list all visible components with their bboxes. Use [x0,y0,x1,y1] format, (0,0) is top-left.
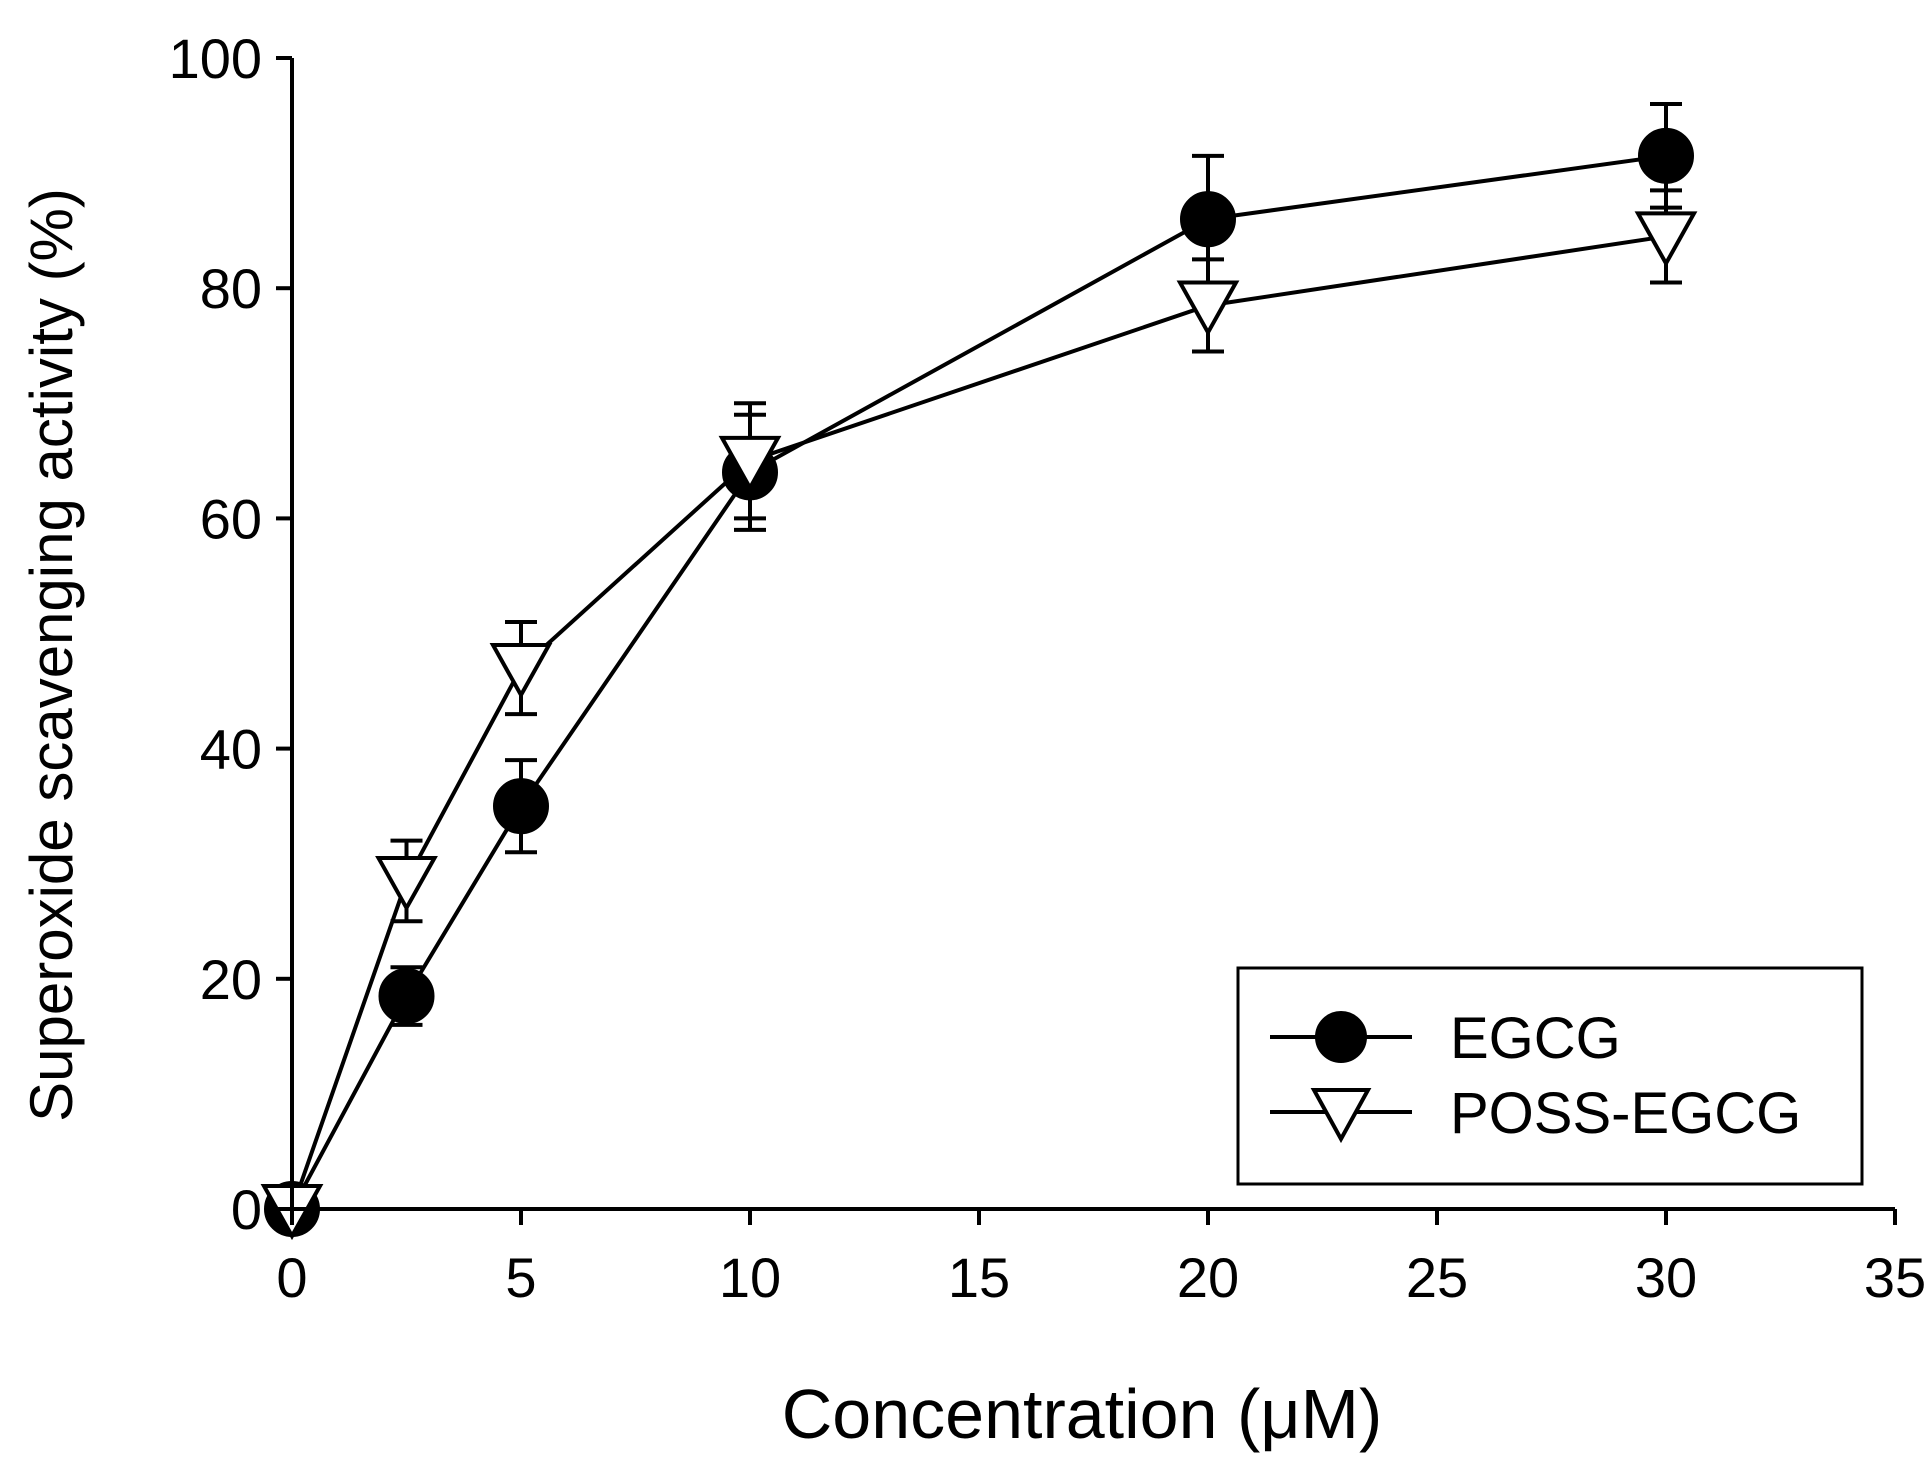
point-poss-egcg [718,435,782,492]
point-poss-egcg [1634,211,1698,268]
x-axis-label: Concentration (μM) [782,1375,1383,1453]
legend-box [1236,966,1864,1186]
y-tick-label: 100 [169,27,262,90]
x-tick-label: 30 [1635,1246,1697,1309]
y-tick-label: 80 [200,257,262,320]
series-line-egcg [290,153,1667,1210]
x-tick-label: 35 [1864,1246,1926,1309]
ticks-layer: 0 5 10 15 20 25 30 35 0 20 40 60 80 100 [169,27,1927,1309]
y-tick-label: 20 [200,948,262,1011]
legend-label-egcg: EGCG [1450,1006,1621,1071]
y-tick-label: 0 [231,1178,262,1241]
x-tick-label: 0 [276,1246,307,1309]
error-bars-layer [390,102,1682,1027]
markers-layer [260,127,1698,1241]
point-poss-egcg [489,643,553,700]
y-tick-label: 60 [200,487,262,550]
axes-layer [290,58,1895,1211]
x-tick-label: 20 [1177,1246,1239,1309]
point-egcg [378,968,435,1025]
legend-marker-egcg [1315,1011,1367,1063]
series-lines-layer [290,153,1667,1210]
y-tick-label: 40 [200,718,262,781]
x-tick-label: 5 [505,1246,536,1309]
x-tick-label: 15 [948,1246,1010,1309]
x-tick-label: 25 [1406,1246,1468,1309]
legend: EGCG POSS-EGCG [1236,966,1864,1186]
point-poss-egcg [1176,280,1240,337]
point-poss-egcg [375,855,438,913]
x-tick-label: 10 [719,1246,781,1309]
y-axis-label: Superoxide scavenging activity (%) [18,188,85,1122]
point-egcg [493,778,549,835]
legend-label-poss-egcg: POSS-EGCG [1450,1081,1801,1146]
point-egcg [1180,191,1236,248]
point-egcg [1638,127,1694,184]
legend-marker-poss-egcg [1310,1088,1372,1144]
series-line-poss-egcg [290,234,1667,1210]
